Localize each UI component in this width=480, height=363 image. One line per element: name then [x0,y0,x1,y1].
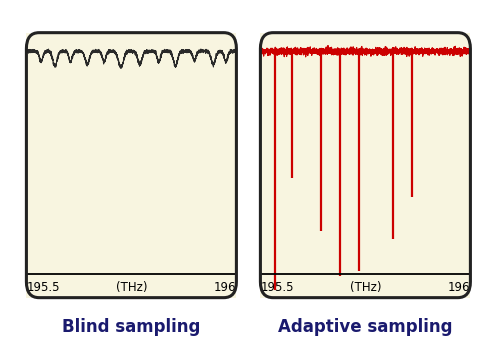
Text: Adaptive sampling: Adaptive sampling [278,318,453,336]
Text: 195.5: 195.5 [26,281,60,294]
Text: 195.5: 195.5 [260,281,294,294]
Text: Blind sampling: Blind sampling [62,318,201,336]
Text: 196: 196 [214,281,236,294]
Text: (THz): (THz) [349,281,381,294]
Text: (THz): (THz) [116,281,147,294]
Text: 196: 196 [448,281,470,294]
